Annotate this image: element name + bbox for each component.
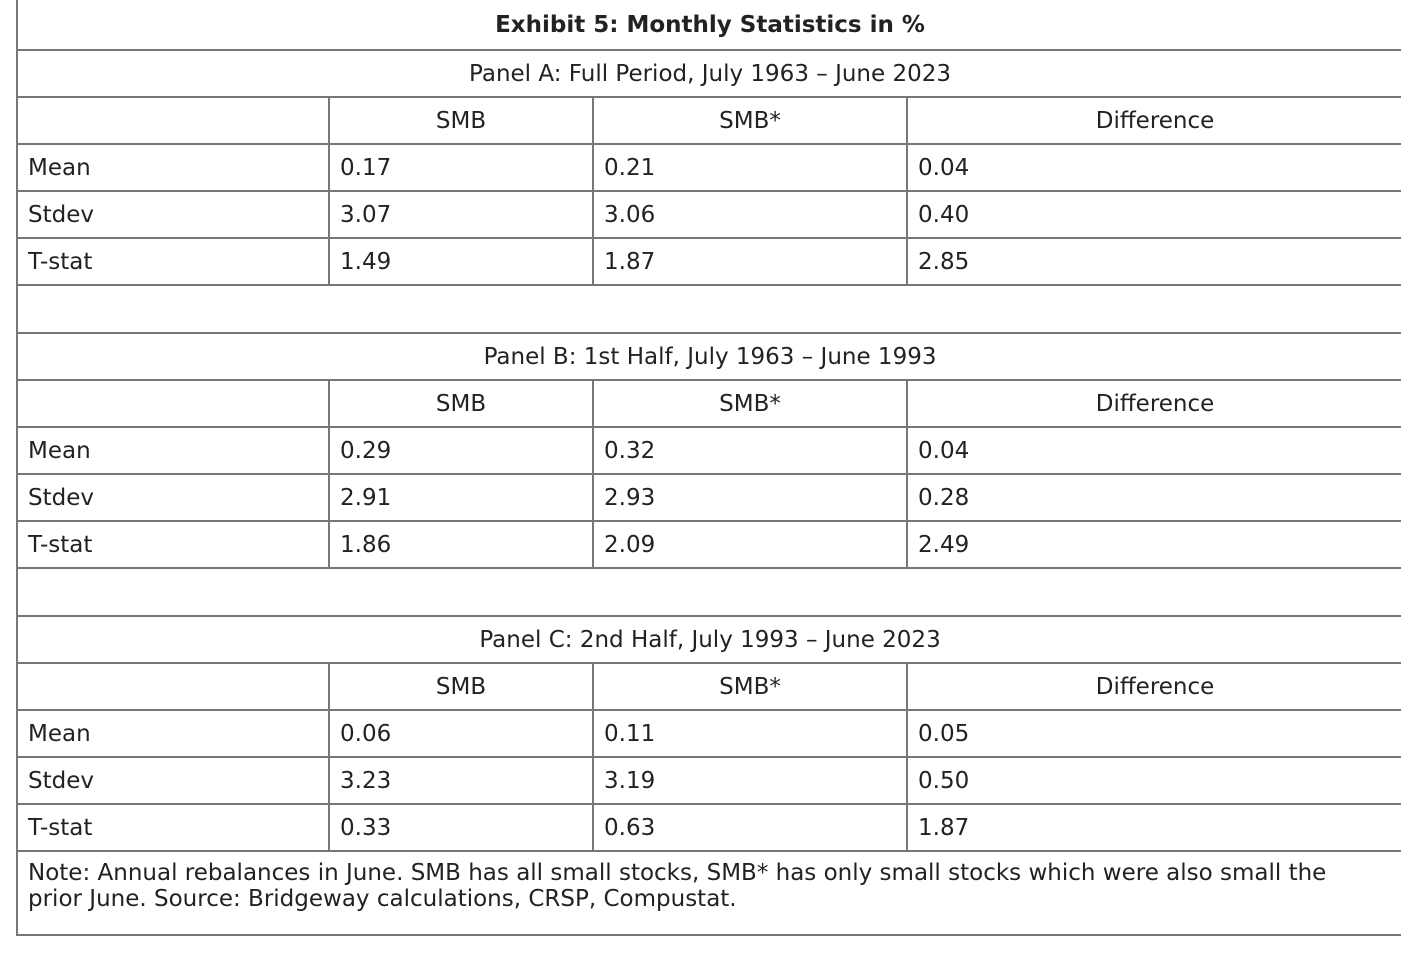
note-row: Note: Annual rebalances in June. SMB has… (15, 850, 1401, 936)
value-cell: 2.49 (905, 520, 1401, 569)
row-label: Mean (16, 709, 329, 758)
value-cell: 1.86 (328, 520, 593, 569)
row-label: T-stat (16, 520, 329, 569)
title-row: Exhibit 5: Monthly Statistics in % (15, 0, 1401, 51)
data-row: T-stat 1.86 2.09 2.49 (16, 520, 1401, 569)
value-cell: 1.87 (905, 803, 1401, 852)
value-cell: 1.49 (328, 237, 593, 286)
value-cell: 0.06 (328, 709, 593, 758)
column-header: SMB (328, 379, 593, 428)
value-cell: 3.07 (328, 190, 593, 239)
value-cell: 0.17 (328, 143, 593, 192)
row-label: Stdev (16, 756, 329, 805)
value-cell: 0.32 (592, 426, 907, 475)
column-header: SMB* (592, 96, 907, 145)
note: Note: Annual rebalances in June. SMB has… (15, 850, 1401, 936)
value-cell: 2.93 (592, 473, 907, 522)
column-header: SMB* (592, 379, 907, 428)
value-cell: 2.91 (328, 473, 593, 522)
value-cell: 0.04 (905, 426, 1401, 475)
column-header: Difference (905, 662, 1401, 711)
stats-table: Exhibit 5: Monthly Statistics in % Panel … (15, 0, 1401, 936)
value-cell: 0.33 (328, 803, 593, 852)
data-row: Stdev 3.07 3.06 0.40 (16, 190, 1401, 239)
spacer (15, 284, 1401, 334)
value-cell: 3.06 (592, 190, 907, 239)
data-row: T-stat 0.33 0.63 1.87 (16, 803, 1401, 852)
value-cell: 2.85 (905, 237, 1401, 286)
value-cell: 2.09 (592, 520, 907, 569)
column-header: SMB (328, 96, 593, 145)
data-row: Mean 0.29 0.32 0.04 (16, 426, 1401, 475)
column-header: SMB (328, 662, 593, 711)
value-cell: 0.40 (905, 190, 1401, 239)
exhibit: Exhibit 5: Monthly Statistics in % Panel … (15, 0, 1401, 936)
value-cell: 3.19 (592, 756, 907, 805)
panel-title: Panel A: Full Period, July 1963 – June 2… (15, 49, 1401, 98)
panel-title-row: Panel B: 1st Half, July 1963 – June 1993 (15, 332, 1401, 381)
panel-title-row: Panel A: Full Period, July 1963 – June 2… (15, 49, 1401, 98)
data-row: Stdev 2.91 2.93 0.28 (16, 473, 1401, 522)
row-label: Mean (16, 426, 329, 475)
value-cell: 0.63 (592, 803, 907, 852)
row-label: Stdev (16, 190, 329, 239)
exhibit-title: Exhibit 5: Monthly Statistics in % (15, 0, 1401, 51)
data-row: T-stat 1.49 1.87 2.85 (16, 237, 1401, 286)
row-label: T-stat (16, 237, 329, 286)
header-row: SMB SMB* Difference (16, 379, 1401, 428)
data-row: Mean 0.17 0.21 0.04 (16, 143, 1401, 192)
header-row: SMB SMB* Difference (16, 662, 1401, 711)
row-label: T-stat (16, 803, 329, 852)
data-row: Mean 0.06 0.11 0.05 (16, 709, 1401, 758)
column-header: Difference (905, 96, 1401, 145)
spacer-row (15, 284, 1401, 334)
data-row: Stdev 3.23 3.19 0.50 (16, 756, 1401, 805)
value-cell: 0.50 (905, 756, 1401, 805)
value-cell: 0.05 (905, 709, 1401, 758)
value-cell: 0.29 (328, 426, 593, 475)
value-cell: 0.04 (905, 143, 1401, 192)
header-cell (16, 662, 329, 711)
column-header: Difference (905, 379, 1401, 428)
row-label: Mean (16, 143, 329, 192)
value-cell: 0.21 (592, 143, 907, 192)
row-label: Stdev (16, 473, 329, 522)
spacer (15, 567, 1401, 617)
header-row: SMB SMB* Difference (16, 96, 1401, 145)
panel-title-row: Panel C: 2nd Half, July 1993 – June 2023 (15, 615, 1401, 664)
value-cell: 0.11 (592, 709, 907, 758)
column-header: SMB* (592, 662, 907, 711)
value-cell: 1.87 (592, 237, 907, 286)
value-cell: 0.28 (905, 473, 1401, 522)
spacer-row (15, 567, 1401, 617)
header-cell (16, 379, 329, 428)
panel-title: Panel B: 1st Half, July 1963 – June 1993 (15, 332, 1401, 381)
panel-title: Panel C: 2nd Half, July 1993 – June 2023 (15, 615, 1401, 664)
value-cell: 3.23 (328, 756, 593, 805)
header-cell (16, 96, 329, 145)
